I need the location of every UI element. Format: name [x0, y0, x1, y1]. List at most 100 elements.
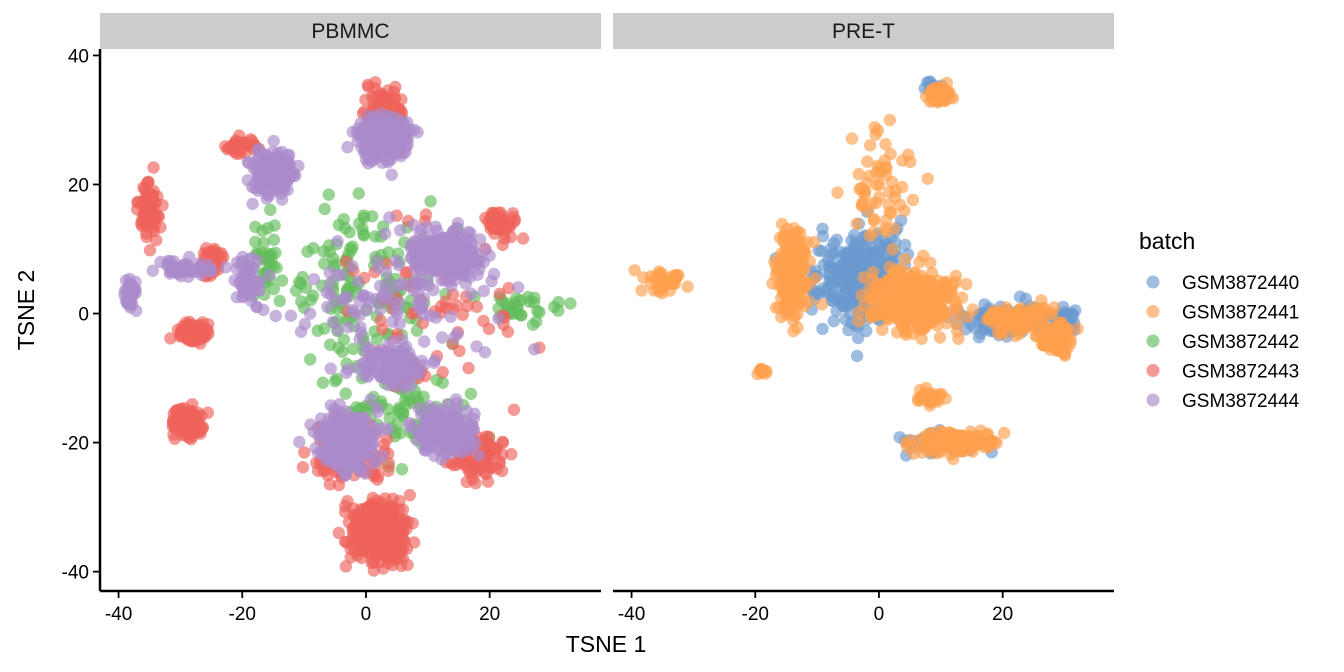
point: [380, 432, 394, 446]
point: [496, 238, 509, 252]
point: [921, 434, 935, 448]
point: [377, 547, 391, 561]
point: [150, 234, 163, 247]
point: [947, 278, 960, 291]
point: [992, 305, 1005, 319]
point: [282, 157, 295, 170]
point: [146, 199, 159, 212]
point: [386, 335, 399, 348]
point: [278, 182, 291, 196]
point: [845, 234, 858, 247]
point: [367, 457, 380, 470]
point: [358, 119, 371, 132]
point: [322, 188, 335, 201]
point: [413, 298, 427, 311]
point: [528, 291, 541, 304]
point: [381, 277, 395, 290]
series-GSM3872444: [118, 107, 541, 482]
point: [493, 287, 506, 300]
point: [466, 473, 479, 486]
point: [440, 430, 453, 444]
point: [1050, 344, 1064, 357]
point: [143, 244, 157, 257]
point: [420, 220, 433, 234]
point: [321, 468, 334, 482]
point: [470, 300, 484, 313]
point: [408, 235, 421, 248]
point: [363, 152, 376, 165]
point: [386, 347, 399, 360]
point: [472, 449, 485, 462]
point: [417, 258, 430, 271]
point: [885, 285, 898, 298]
point: [384, 510, 398, 524]
point: [816, 222, 829, 235]
point: [156, 199, 169, 212]
point: [463, 443, 476, 456]
point: [239, 282, 252, 295]
point: [451, 217, 465, 230]
point: [374, 314, 387, 327]
point: [830, 233, 843, 246]
point: [371, 346, 384, 359]
point: [342, 281, 355, 294]
point: [324, 338, 337, 351]
point: [370, 524, 384, 537]
point: [136, 199, 150, 212]
point: [787, 314, 800, 327]
point: [836, 299, 849, 312]
point: [336, 345, 349, 358]
point: [899, 436, 912, 449]
point: [381, 84, 395, 97]
point: [332, 218, 346, 232]
point: [126, 287, 139, 300]
point: [444, 310, 457, 323]
point: [1069, 304, 1082, 317]
point: [463, 251, 476, 265]
point: [864, 248, 878, 261]
point: [257, 303, 270, 317]
point: [898, 253, 912, 266]
point: [443, 275, 456, 288]
point: [301, 245, 314, 258]
point: [860, 324, 873, 338]
point: [428, 354, 441, 367]
points-pbmmc: [118, 76, 577, 577]
point: [353, 217, 366, 230]
point: [1045, 326, 1059, 340]
point: [326, 315, 340, 329]
point: [505, 448, 518, 461]
point: [422, 279, 435, 292]
point: [456, 308, 469, 321]
point: [882, 313, 895, 326]
point: [352, 187, 365, 200]
point: [458, 458, 471, 472]
point: [816, 322, 829, 336]
point: [900, 274, 913, 287]
point: [152, 210, 165, 223]
point: [414, 247, 427, 261]
point: [146, 264, 159, 277]
point: [929, 297, 943, 310]
point: [293, 276, 306, 289]
point: [388, 531, 401, 544]
point: [346, 259, 359, 273]
point: [182, 431, 195, 444]
point: [966, 303, 980, 316]
point: [269, 309, 282, 323]
point: [294, 325, 308, 338]
point: [423, 240, 436, 254]
point: [366, 210, 379, 223]
point: [473, 233, 487, 246]
point: [273, 294, 286, 308]
point: [186, 398, 199, 411]
point: [913, 279, 926, 292]
point: [263, 157, 276, 171]
point: [410, 390, 423, 403]
point: [351, 275, 365, 288]
point: [392, 258, 405, 272]
point: [367, 564, 380, 577]
point: [399, 399, 412, 412]
point: [412, 402, 426, 415]
point: [450, 248, 464, 261]
